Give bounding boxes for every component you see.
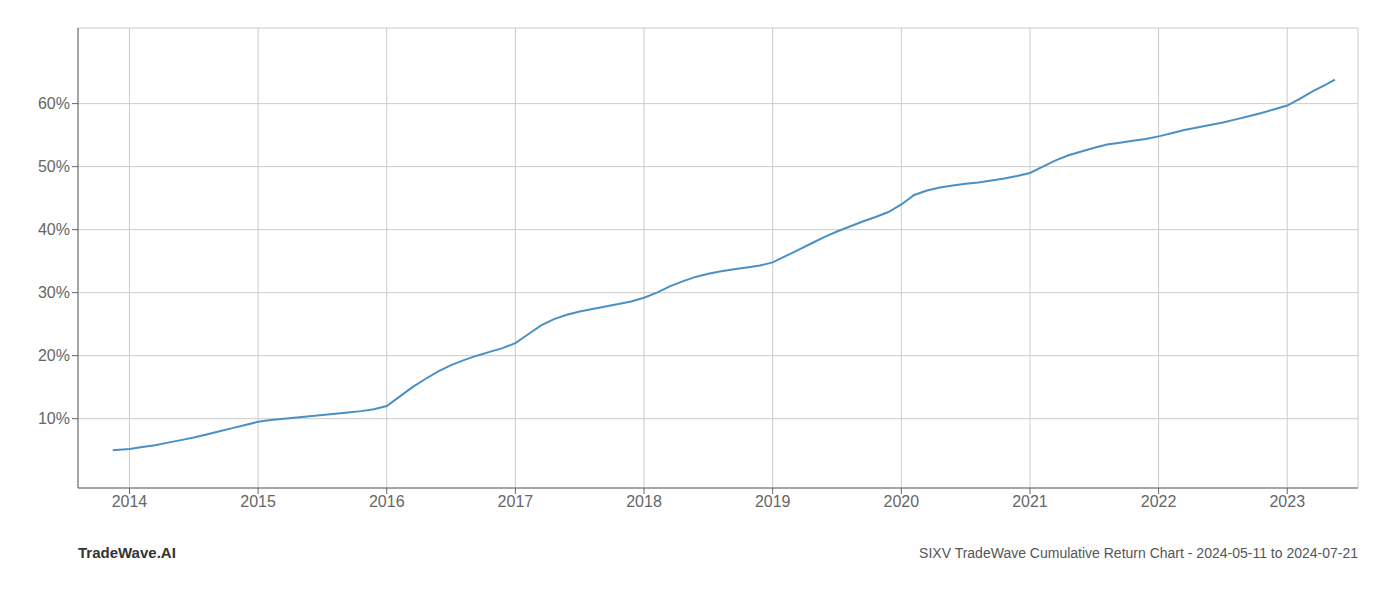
svg-text:2015: 2015	[240, 493, 276, 510]
svg-text:2022: 2022	[1141, 493, 1177, 510]
svg-text:2016: 2016	[369, 493, 405, 510]
svg-text:2017: 2017	[498, 493, 534, 510]
svg-text:2020: 2020	[884, 493, 920, 510]
svg-text:10%: 10%	[38, 410, 70, 427]
svg-text:50%: 50%	[38, 158, 70, 175]
svg-text:2014: 2014	[112, 493, 148, 510]
svg-text:2019: 2019	[755, 493, 791, 510]
svg-text:60%: 60%	[38, 95, 70, 112]
svg-text:2023: 2023	[1269, 493, 1305, 510]
html-text:TradeWave.AI: TradeWave.AI	[78, 544, 176, 561]
html-text:SIXV TradeWave Cumulative Retu: SIXV TradeWave Cumulative Return Chart -…	[919, 545, 1358, 561]
svg-text:2018: 2018	[626, 493, 662, 510]
svg-text:30%: 30%	[38, 284, 70, 301]
svg-text:20%: 20%	[38, 347, 70, 364]
svg-text:40%: 40%	[38, 221, 70, 238]
svg-text:2021: 2021	[1012, 493, 1048, 510]
